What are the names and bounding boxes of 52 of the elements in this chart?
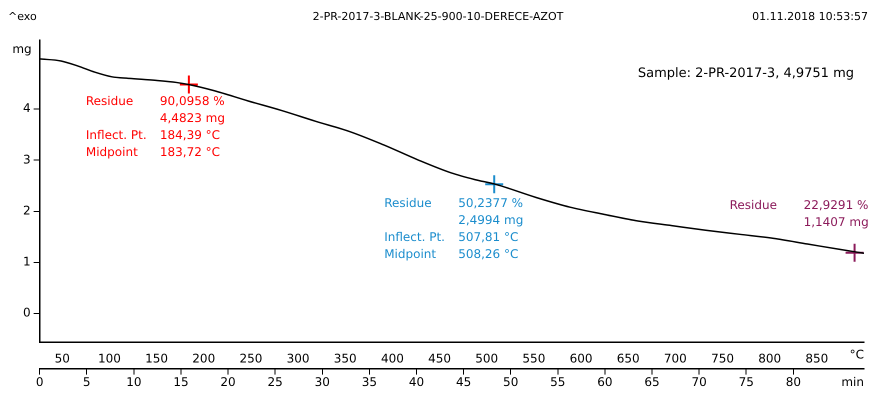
point xyxy=(844,242,864,263)
x2-tick-label: 650 xyxy=(616,352,640,366)
x-axis-title: min xyxy=(841,374,864,389)
x-tick-label: 55 xyxy=(550,374,566,389)
x-tick-label: 60 xyxy=(597,374,613,389)
annotation: Residue 90,0958 % 4,4823 mg Inflect. Pt. 184,39 °C Midpoint 183,72 °C xyxy=(86,93,225,162)
x2-tick-label: 800 xyxy=(758,352,782,366)
x2-tick-label: 550 xyxy=(522,352,546,366)
x2-tick-label: 600 xyxy=(570,352,592,366)
x-tick-label: 75 xyxy=(738,374,754,389)
x2-tick-label: 700 xyxy=(664,352,687,366)
x2-tick-label: 300 xyxy=(286,352,310,366)
x-tick-label: 45 xyxy=(456,374,472,389)
annotation: Residue 22,9291 % 1,1407 mg xyxy=(730,196,869,231)
x2-tick-label: 100 xyxy=(98,352,121,366)
x-tick-label: 35 xyxy=(362,374,378,389)
x2-tick-label: 450 xyxy=(428,352,452,366)
y-tick-label: 4 xyxy=(22,101,31,116)
annotation: Sample: 2-PR-2017-3, 4,9751 mg xyxy=(638,66,854,81)
x2-tick-label: 350 xyxy=(334,352,357,366)
x-tick-label: 80 xyxy=(786,374,801,389)
y-tick-label: 2 xyxy=(22,203,31,218)
x-tick-label: 5 xyxy=(82,374,91,389)
x2-tick-label: 250 xyxy=(239,352,262,366)
x2-tick-label: 400 xyxy=(380,352,404,366)
x-tick-label: 0 xyxy=(36,374,44,389)
point xyxy=(484,174,504,194)
x2-tick-label: 500 xyxy=(475,352,498,366)
x2-tick-label: 50 xyxy=(54,352,70,366)
chart-title: 2-PR-2017-3-BLANK-25-900-10-DERECE-AZOT xyxy=(312,10,564,23)
x-tick-label: 50 xyxy=(503,374,518,389)
x2-tick-label: 150 xyxy=(145,352,168,366)
x-tick-label: 30 xyxy=(314,374,330,389)
point xyxy=(178,74,199,94)
y-tick-label: 0 xyxy=(22,306,31,320)
y-tick-label: 3 xyxy=(22,152,31,166)
x-tick-label: 70 xyxy=(691,374,707,389)
annotation: Residue 50,2377 % 2,4994 mg Inflect. Pt. 507,81 °C Midpoint 508,26 °C xyxy=(384,195,524,264)
text: 01.11.2018 10:53:57 xyxy=(752,10,868,23)
x-tick-label: 15 xyxy=(173,374,189,389)
x2-tick-label: 850 xyxy=(805,352,828,366)
y-axis-title: mg xyxy=(12,42,32,56)
x2-tick-label: 200 xyxy=(192,352,216,366)
x-tick-label: 20 xyxy=(220,374,236,389)
x-tick-label: 65 xyxy=(644,374,660,389)
x-tick-label: 25 xyxy=(268,374,283,389)
x-tick-label: 10 xyxy=(126,374,142,389)
x2-tick-label: 750 xyxy=(711,352,734,366)
y-tick-label: 1 xyxy=(22,254,31,269)
x-tick-label: 40 xyxy=(408,374,424,389)
x2-axis-title: °C xyxy=(850,348,864,362)
text: ^exo xyxy=(8,10,37,23)
